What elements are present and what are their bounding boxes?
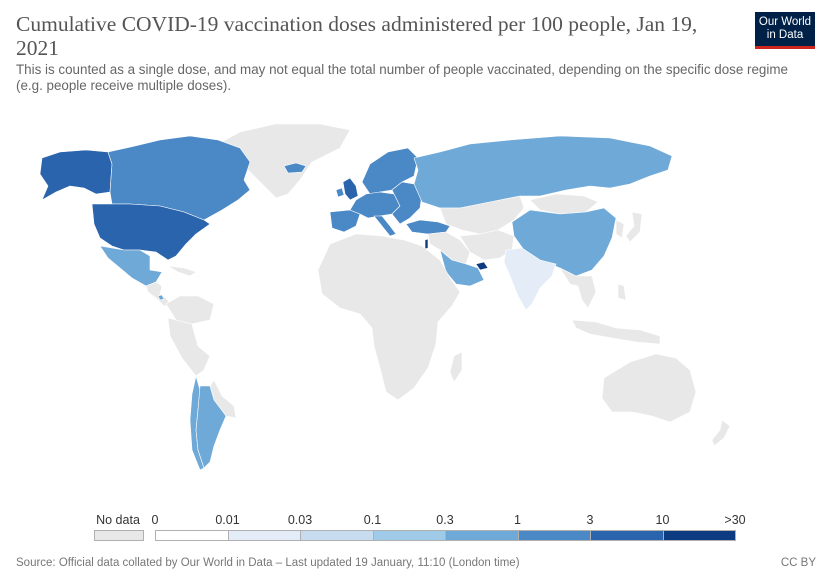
legend-tick-label: 0.01: [215, 513, 240, 527]
chart-title: Cumulative COVID-19 vaccination doses ad…: [16, 12, 698, 60]
region-mexico[interactable]: Mexico: [99, 245, 163, 287]
legend-tick-label: 1: [514, 513, 521, 527]
region-united-states[interactable]: United States: [91, 203, 211, 261]
region-eastern-europe[interactable]: Eastern Europe: [391, 181, 423, 225]
region-ireland[interactable]: Ireland: [335, 187, 345, 198]
legend-bin-3[interactable]: [372, 530, 446, 541]
legend-tick-label: 10: [655, 513, 670, 527]
legend-bin-5[interactable]: [517, 530, 591, 541]
legend-bin-7[interactable]: [662, 530, 736, 541]
region-united-arab-emirates[interactable]: United Arab Emirates: [475, 261, 489, 271]
region-australia[interactable]: Australia: [601, 353, 697, 423]
legend-bin-2[interactable]: [300, 530, 374, 541]
region-korea-japan[interactable]: Korea / Japan: [615, 211, 643, 243]
logo-line-1: Our World: [758, 16, 812, 28]
legend-tick-label: >30: [724, 513, 746, 527]
region-southeast-asia[interactable]: Southeast Asia: [559, 267, 597, 309]
region-kazakhstan-central-asia[interactable]: Kazakhstan / Central Asia: [439, 195, 525, 235]
legend-no-data-label: No data: [96, 513, 140, 527]
region-argentina[interactable]: Argentina: [195, 385, 227, 469]
owid-logo[interactable]: Our World in Data: [755, 12, 815, 49]
region-israel[interactable]: Israel: [424, 238, 429, 250]
region-madagascar[interactable]: Madagascar: [449, 351, 463, 383]
logo-line-2: in Data: [766, 29, 804, 41]
region-africa[interactable]: Africa: [317, 233, 461, 401]
region-iceland[interactable]: Iceland: [283, 162, 307, 174]
source-note: Source: Official data collated by Our Wo…: [16, 557, 520, 569]
region-spain-portugal[interactable]: Spain / Portugal: [329, 209, 361, 233]
legend-tick-label: 3: [586, 513, 594, 527]
legend-tick-label: 0.3: [436, 513, 454, 527]
legend-tick-label: 0.1: [363, 513, 382, 527]
license-label[interactable]: CC BY: [780, 557, 816, 569]
region-italy[interactable]: Italy: [373, 215, 397, 237]
region-turkey[interactable]: Turkey: [405, 219, 451, 235]
region-saudi-arabia[interactable]: Saudi Arabia: [439, 249, 485, 287]
region-brazil[interactable]: Brazil: [191, 303, 277, 407]
color-legend: No data 0 0.01 0.03 0.1 0.3 1 3 10 >30: [0, 508, 830, 548]
region-new-zealand[interactable]: New Zealand: [711, 419, 731, 447]
legend-bin-4[interactable]: [445, 530, 519, 541]
legend-bin-6[interactable]: [590, 530, 664, 541]
region-costa-rica[interactable]: Costa Rica: [157, 294, 165, 301]
region-russia[interactable]: Russia: [413, 135, 673, 209]
legend-bin-1[interactable]: [227, 530, 301, 541]
region-central-america[interactable]: Central America: [145, 281, 171, 307]
world-map: Greenland Alaska Canada United States Me…: [39, 123, 731, 471]
region-caribbean[interactable]: Caribbean: [167, 265, 197, 277]
legend-tick-label: 0.03: [287, 513, 313, 527]
legend-tick-label: 0: [151, 513, 159, 527]
region-greenland[interactable]: Greenland: [217, 123, 351, 199]
region-mongolia[interactable]: Mongolia: [529, 193, 599, 215]
chart-subtitle: This is counted as a single dose, and ma…: [16, 62, 788, 93]
region-united-kingdom[interactable]: United Kingdom: [342, 177, 359, 201]
legend-no-data-swatch[interactable]: [94, 530, 144, 541]
region-indonesia-philippines[interactable]: Indonesia / Philippines: [571, 283, 661, 345]
legend-bin-0[interactable]: [155, 530, 229, 541]
region-alaska[interactable]: Alaska: [39, 149, 113, 201]
region-india[interactable]: India: [503, 247, 557, 311]
